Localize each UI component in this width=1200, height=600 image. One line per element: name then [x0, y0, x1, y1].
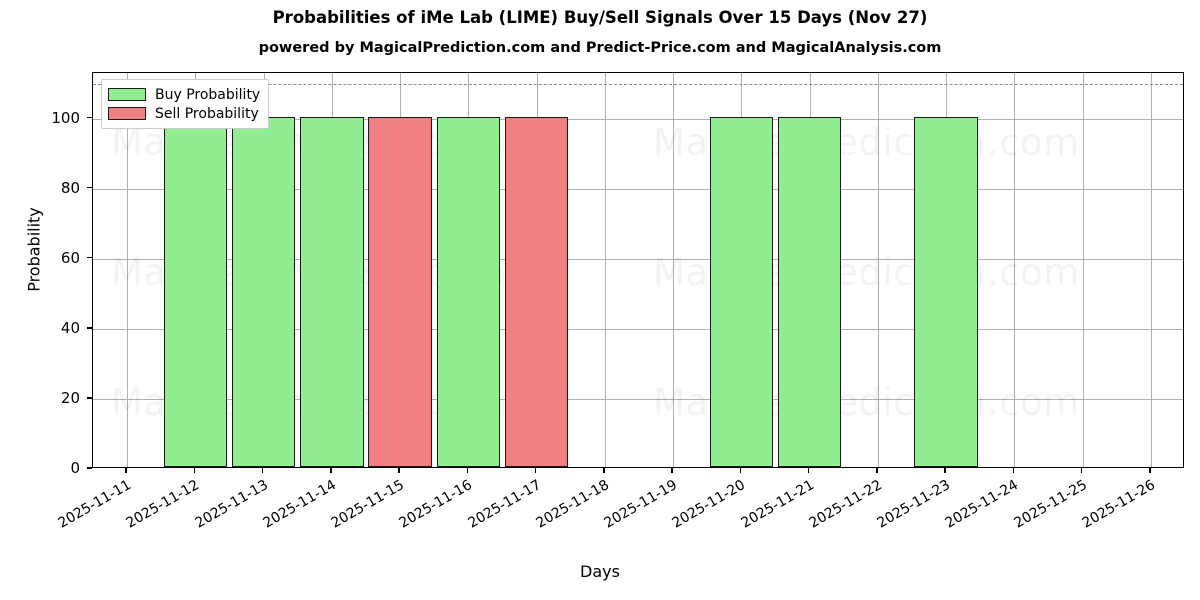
- x-tick-label: 2025-11-18: [533, 477, 612, 532]
- x-tick-mark: [876, 468, 878, 473]
- legend-item-sell[interactable]: Sell Probability: [108, 104, 260, 123]
- legend-swatch-icon: [108, 107, 146, 120]
- legend-swatch-icon: [108, 88, 146, 101]
- grid-line-horizontal: [93, 188, 1183, 190]
- x-tick-label: 2025-11-25: [1011, 477, 1090, 532]
- y-tick-mark: [87, 397, 92, 399]
- y-tick-mark: [87, 257, 92, 259]
- y-tick-label: 40: [60, 318, 80, 337]
- grid-line-vertical: [1014, 73, 1016, 467]
- y-tick-mark: [87, 116, 92, 119]
- x-tick-mark: [603, 468, 605, 473]
- grid-line-horizontal: [93, 398, 1183, 400]
- chart-title: Probabilities of iMe Lab (LIME) Buy/Sell…: [272, 8, 928, 27]
- y-tick-label: 80: [60, 178, 80, 197]
- y-tick-mark: [87, 186, 92, 189]
- bar-buy-2025-11-20: [709, 116, 774, 467]
- bar-buy-2025-11-23: [914, 116, 978, 467]
- grid-line-vertical: [1150, 73, 1152, 467]
- x-tick-mark: [330, 468, 332, 473]
- x-tick-label: 2025-11-15: [328, 477, 408, 532]
- y-tick-label: 60: [60, 248, 80, 267]
- bar-buy-2025-11-16: [436, 116, 501, 467]
- bar-buy-2025-11-14: [300, 116, 364, 467]
- bar-sell-2025-11-15: [368, 116, 432, 467]
- x-tick-mark: [739, 468, 742, 473]
- bar-buy-2025-11-13: [231, 116, 296, 467]
- x-tick-label: 2025-11-11: [55, 477, 135, 532]
- grid-line-vertical: [1082, 73, 1084, 467]
- x-tick-label: 2025-11-26: [1079, 477, 1158, 532]
- grid-line-vertical: [673, 73, 675, 467]
- grid-line-horizontal: [93, 118, 1183, 120]
- y-tick-label: 0: [70, 459, 80, 477]
- y-tick-mark: [87, 327, 92, 329]
- x-tick-label: 2025-11-16: [396, 477, 476, 532]
- x-tick-mark: [1149, 468, 1151, 473]
- x-tick-label: 2025-11-14: [260, 477, 339, 532]
- legend-item-buy[interactable]: Buy Probability: [108, 85, 260, 104]
- threshold-line: [93, 83, 1183, 85]
- x-tick-mark: [398, 468, 400, 473]
- grid-line-vertical: [604, 73, 606, 467]
- grid-line-vertical: [127, 73, 129, 467]
- bar-buy-2025-11-21: [777, 116, 842, 467]
- chart-subtitle: powered by MagicalPrediction.com and Pre…: [258, 40, 942, 56]
- x-tick-mark: [466, 468, 469, 473]
- grid-line-vertical: [877, 73, 879, 467]
- bar-sell-2025-11-17: [504, 116, 569, 467]
- y-tick-label: 20: [60, 388, 80, 407]
- grid-line-horizontal: [93, 258, 1183, 260]
- chart-legend: Buy Probability Sell Probability: [101, 79, 270, 129]
- x-tick-mark: [944, 468, 946, 473]
- x-tick-label: 2025-11-17: [465, 477, 544, 532]
- x-axis-title: Days: [580, 562, 620, 581]
- y-tick-mark: [87, 467, 92, 469]
- x-tick-mark: [671, 468, 673, 473]
- bar-buy-2025-11-12: [163, 116, 228, 467]
- x-tick-mark: [1012, 468, 1015, 473]
- x-tick-label: 2025-11-13: [192, 477, 271, 532]
- x-tick-mark: [193, 468, 196, 473]
- x-tick-label: 2025-11-21: [738, 477, 817, 532]
- legend-label: Buy Probability: [155, 86, 261, 103]
- x-tick-mark: [1080, 468, 1083, 473]
- x-tick-mark: [534, 468, 537, 473]
- x-tick-label: 2025-11-22: [806, 477, 885, 532]
- y-tick-label: 100: [51, 108, 80, 127]
- grid-line-horizontal: [93, 328, 1183, 330]
- x-tick-mark: [261, 468, 264, 473]
- legend-label: Sell Probability: [155, 105, 259, 122]
- x-tick-label: 2025-11-12: [123, 477, 203, 532]
- x-tick-mark: [125, 468, 127, 473]
- x-tick-label: 2025-11-19: [601, 477, 681, 532]
- x-tick-label: 2025-11-24: [942, 477, 1022, 532]
- x-tick-label: 2025-11-23: [874, 477, 954, 532]
- x-tick-label: 2025-11-20: [669, 477, 749, 532]
- x-tick-mark: [807, 468, 810, 473]
- plot-area: MagicalAnalysis.comMagicalPrediction.com…: [92, 72, 1184, 468]
